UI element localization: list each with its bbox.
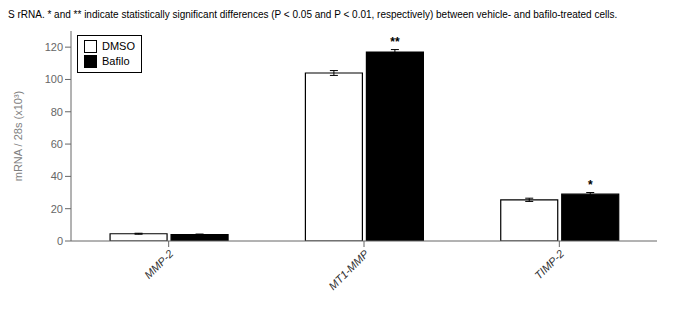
html-text:Bafilo: Bafilo: [102, 55, 130, 67]
svg-text:MT1-MMP: MT1-MMP: [326, 247, 371, 292]
svg-text:20: 20: [51, 203, 63, 215]
svg-text:TIMP-2: TIMP-2: [532, 247, 566, 281]
svg-text:100: 100: [45, 73, 63, 85]
svg-text:60: 60: [51, 138, 63, 150]
svg-text:*: *: [588, 178, 593, 192]
svg-text:40: 40: [51, 170, 63, 182]
html-text:DMSO: DMSO: [102, 40, 135, 52]
svg-text:**: **: [390, 35, 400, 49]
svg-text:80: 80: [51, 106, 63, 118]
svg-text:MMP-2: MMP-2: [142, 247, 176, 281]
svg-text:mRNA / 28s (x10³): mRNA / 28s (x10³): [12, 91, 24, 181]
svg-text:0: 0: [57, 235, 63, 247]
html-text:S rRNA. * and ** indicate stat: S rRNA. * and ** indicate statistically …: [8, 9, 618, 20]
svg-text:120: 120: [45, 41, 63, 53]
